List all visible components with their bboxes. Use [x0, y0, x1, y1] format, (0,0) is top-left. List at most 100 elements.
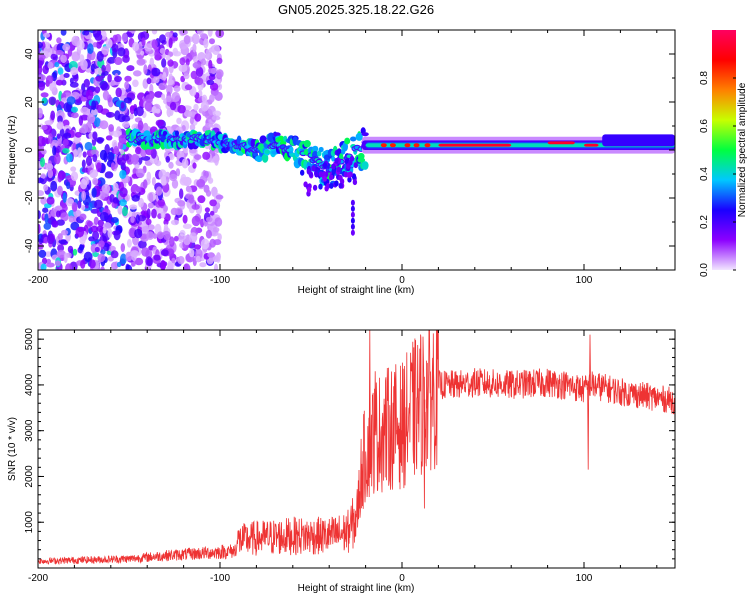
- heatmap-cell: [193, 103, 199, 111]
- heatmap-cell: [95, 75, 104, 82]
- snr-frame: [37, 329, 676, 569]
- heatmap-cell: [81, 190, 86, 201]
- heatmap-cell: [90, 225, 99, 233]
- heatmap-cell: [122, 54, 130, 63]
- heatmap-cell: [69, 77, 74, 84]
- heatmap-cell: [96, 225, 104, 232]
- heatmap-cell: [404, 143, 411, 148]
- heatmap-cell: [101, 183, 111, 193]
- heatmap-cell: [94, 199, 103, 210]
- y-tick-label: 40: [24, 48, 35, 60]
- heatmap-cell: [165, 155, 171, 163]
- heatmap-cell: [171, 179, 179, 189]
- heatmap-cell: [81, 167, 90, 173]
- heatmap-cell: [93, 216, 99, 225]
- y-tick-label: -20: [24, 190, 35, 205]
- heatmap-cell: [195, 255, 201, 263]
- x-tick-label: -200: [28, 573, 48, 584]
- heatmap-cell: [93, 117, 101, 128]
- heatmap-cell: [209, 199, 217, 207]
- heatmap-cell: [60, 30, 67, 36]
- heatmap-cell: [215, 194, 224, 200]
- heatmap-cell: [52, 220, 59, 228]
- heatmap-cell: [184, 84, 193, 91]
- x-tick-label: 100: [576, 573, 593, 584]
- heatmap-cell: [350, 136, 357, 142]
- heatmap-cell: [86, 220, 93, 227]
- heatmap-cell: [211, 115, 221, 121]
- heatmap-cell: [300, 169, 305, 176]
- heatmap-cell: [81, 159, 86, 169]
- heatmap-cell: [65, 198, 75, 207]
- heatmap-cell: [38, 135, 46, 147]
- heatmap-cell: [195, 66, 204, 78]
- heatmap-cell: [177, 104, 186, 114]
- heatmap-cell: [105, 38, 113, 49]
- heatmap-cell: [50, 139, 59, 148]
- heatmap-cell: [38, 249, 47, 258]
- heatmap-cell: [192, 162, 197, 169]
- heatmap-cell: [96, 137, 104, 144]
- heatmap-cell: [355, 132, 363, 141]
- heatmap-cell: [96, 51, 104, 62]
- snr-ticks: -200 -100 0 100 1000 2000 3000 4000 5000: [24, 328, 675, 584]
- colorbar-ticks: 0.0 0.2 0.4 0.6 0.8: [699, 71, 736, 277]
- heatmap-cell: [63, 252, 68, 264]
- heatmap-cell: [151, 67, 161, 77]
- heatmap-cell: [77, 200, 82, 209]
- heatmap-cell: [183, 35, 191, 45]
- heatmap-cell: [89, 169, 99, 179]
- heatmap-cell: [103, 242, 110, 252]
- heatmap-cell: [206, 79, 215, 86]
- heatmap-cell: [179, 188, 184, 199]
- heatmap-cell: [57, 185, 63, 196]
- heatmap-cell: [82, 151, 87, 158]
- colorbar-gradient: [712, 30, 736, 270]
- heatmap-cell: [62, 148, 70, 154]
- heatmap-cell: [172, 51, 182, 57]
- heatmap-cell: [151, 30, 158, 35]
- heatmap-cell: [139, 98, 144, 107]
- heatmap-cell: [179, 57, 186, 66]
- carrier-hot-segment: [438, 143, 512, 147]
- heatmap-cell: [192, 61, 202, 69]
- heatmap-cell: [43, 46, 53, 58]
- x-tick-label: -200: [28, 275, 48, 286]
- heatmap-cell: [334, 180, 339, 187]
- heatmap-cell: [90, 108, 98, 116]
- heatmap-cell: [204, 122, 214, 128]
- heatmap-cell: [111, 43, 119, 53]
- heatmap-cell: [71, 112, 79, 119]
- heatmap-cell: [120, 101, 125, 109]
- heatmap-cell: [314, 171, 319, 178]
- colorbar: 0.0 0.2 0.4 0.6 0.8 Normalized spectral ampl…: [699, 30, 748, 277]
- heatmap-cell: [38, 177, 44, 184]
- heatmap-cell: [47, 61, 54, 70]
- heatmap-cell: [55, 79, 64, 86]
- heatmap-cell: [211, 44, 221, 56]
- heatmap-cell: [61, 97, 68, 103]
- heatmap-cell: [176, 117, 182, 125]
- colorbar-tick-label: 0.8: [699, 71, 710, 85]
- heatmap-cell: [101, 46, 110, 55]
- heatmap-cell: [100, 266, 105, 270]
- heatmap-cell: [65, 263, 73, 270]
- heatmap-cell: [38, 82, 46, 91]
- heatmap-cell: [40, 173, 46, 179]
- heatmap-cell: [123, 97, 133, 104]
- heatmap-cell: [111, 217, 119, 223]
- heatmap-cell: [166, 248, 175, 257]
- heatmap-cell: [70, 67, 78, 76]
- heatmap-cell: [182, 223, 192, 229]
- heatmap-cell: [52, 145, 57, 156]
- heatmap-cell: [331, 168, 336, 175]
- heatmap-cell: [38, 74, 46, 82]
- heatmap-cell: [104, 171, 114, 179]
- heatmap-cell: [73, 148, 78, 158]
- heatmap-cell: [134, 228, 143, 239]
- heatmap-cell: [133, 70, 142, 77]
- heatmap-cells: [38, 30, 675, 270]
- colorbar-tick-label: 0.0: [699, 263, 710, 277]
- heatmap-cell: [56, 133, 61, 139]
